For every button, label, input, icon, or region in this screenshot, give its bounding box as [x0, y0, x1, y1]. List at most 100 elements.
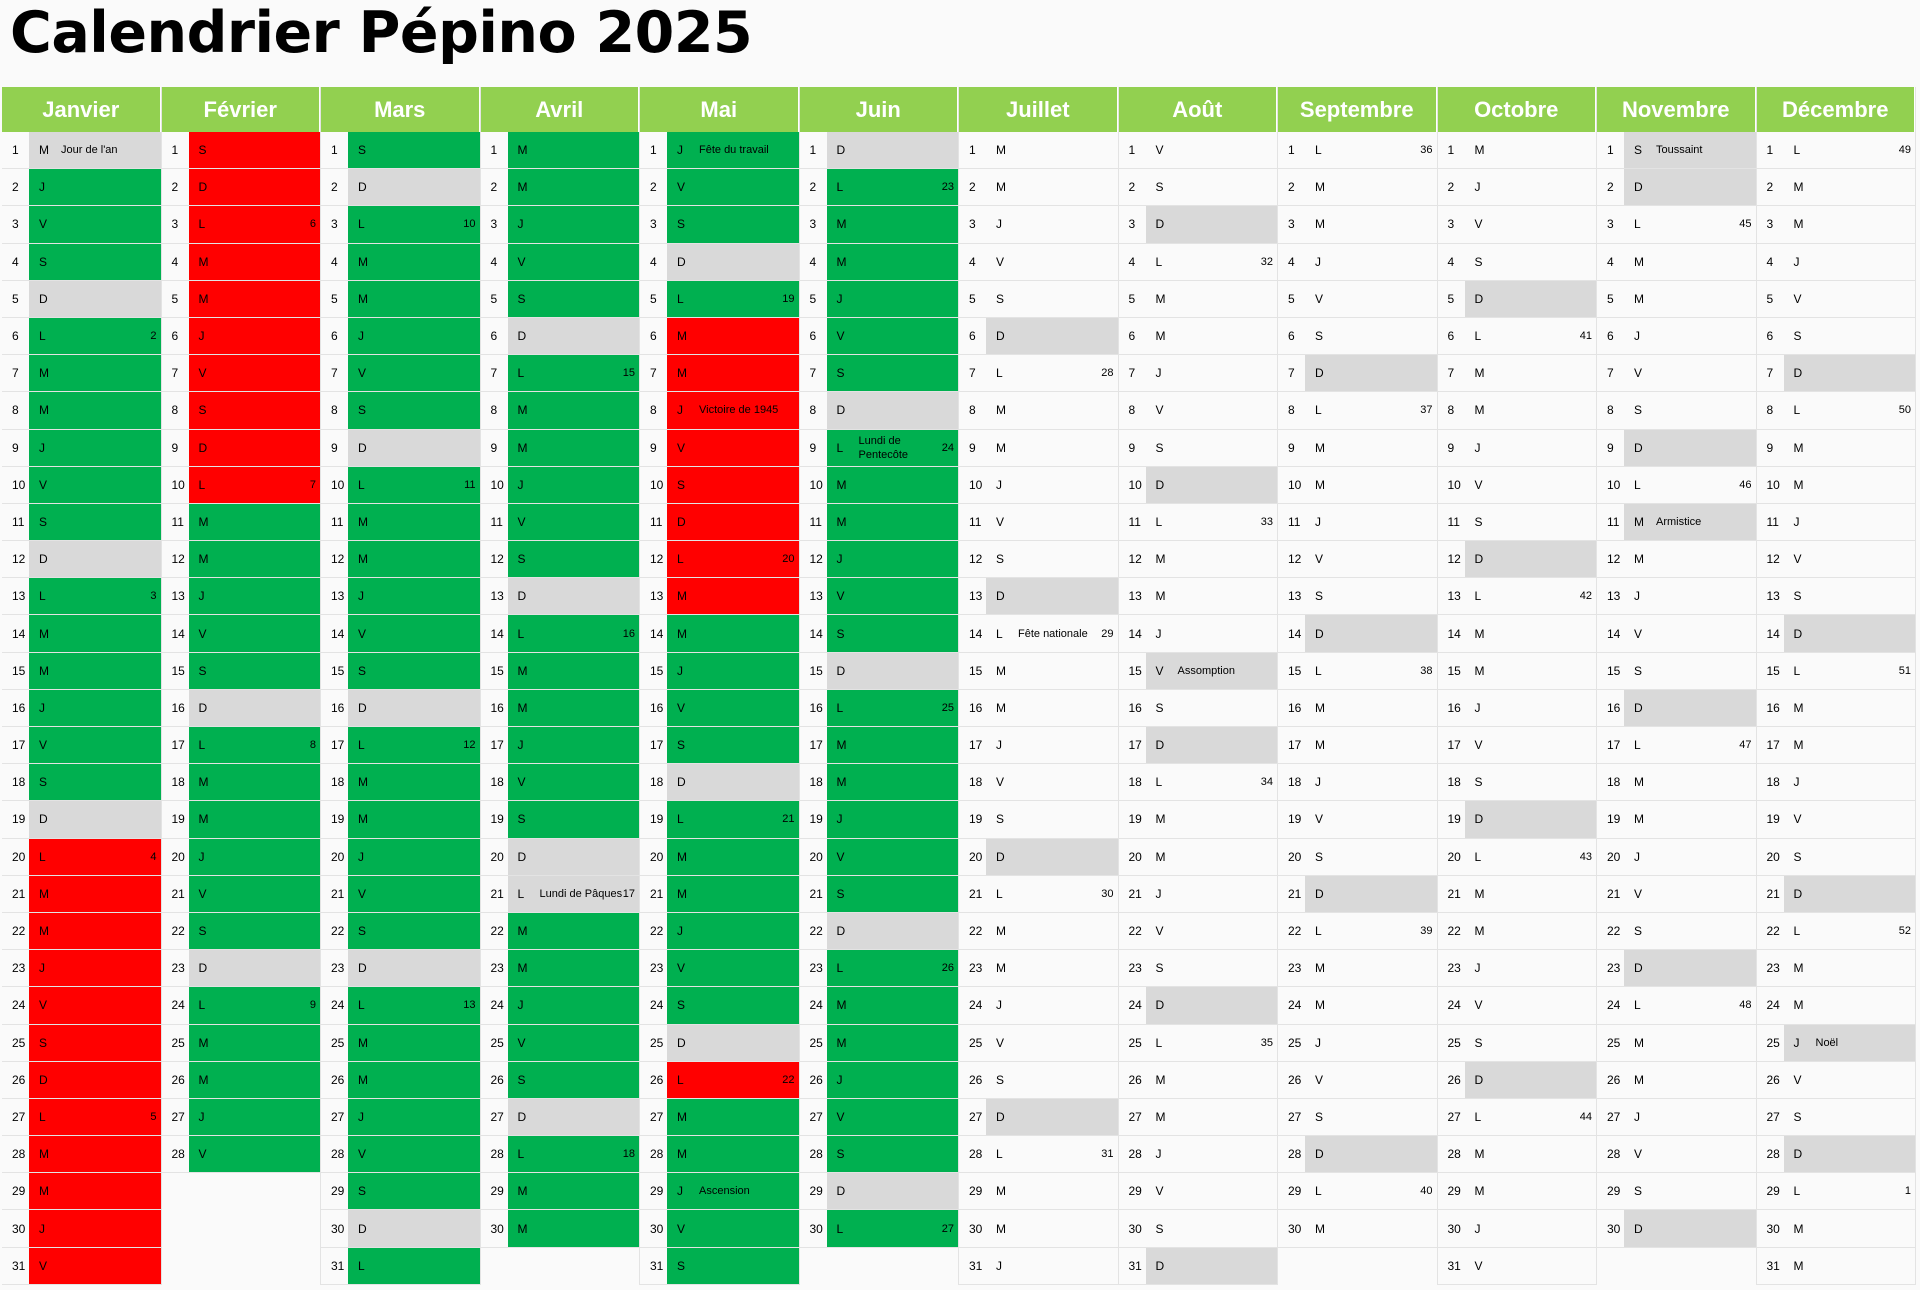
day-row[interactable]: 25 V	[959, 1024, 1118, 1062]
day-row[interactable]: 28 S	[799, 1136, 958, 1174]
day-row[interactable]: 18 J	[1278, 764, 1437, 802]
day-row[interactable]: 9 L Lundi de Pentecôte 24	[799, 429, 958, 467]
day-row[interactable]: 23 M	[959, 950, 1118, 988]
day-row[interactable]: 22 M	[959, 912, 1118, 951]
day-row[interactable]: 16 J	[2, 689, 161, 727]
day-row[interactable]: 1 L 49	[1756, 132, 1915, 170]
day-row[interactable]: 11 S	[2, 503, 161, 542]
day-row[interactable]: 18 M	[1597, 764, 1756, 802]
day-row[interactable]: 31 D	[1118, 1247, 1277, 1285]
day-row[interactable]: 17 M	[1278, 727, 1437, 765]
day-row[interactable]: 21 V	[1597, 875, 1756, 913]
day-row[interactable]: 18 V	[480, 764, 639, 802]
day-row[interactable]: 24 J	[959, 987, 1118, 1025]
day-row[interactable]: 20 J	[321, 838, 480, 876]
day-row[interactable]: 29 L 40	[1278, 1173, 1437, 1211]
day-row[interactable]: 11 L 33	[1118, 503, 1277, 542]
day-row[interactable]: 14 V	[161, 615, 320, 653]
day-row[interactable]: 30 S	[1118, 1210, 1277, 1248]
day-row[interactable]: 15 M	[480, 652, 639, 690]
day-row[interactable]: 10 M	[1278, 466, 1437, 504]
day-row[interactable]: 16 D	[1597, 689, 1756, 727]
day-row[interactable]: 28 L 31	[959, 1136, 1118, 1174]
day-row[interactable]: 11 M Armistice	[1597, 503, 1756, 542]
day-row[interactable]: 14 S	[799, 615, 958, 653]
day-row[interactable]: 28 D	[1278, 1136, 1437, 1174]
day-row[interactable]: 12 J	[799, 541, 958, 579]
day-row[interactable]: 18 J	[1756, 764, 1915, 802]
day-row[interactable]: 22 S	[161, 912, 320, 951]
day-row[interactable]: 14 M	[640, 615, 799, 653]
day-row[interactable]: 21 L 30	[959, 875, 1118, 913]
day-row[interactable]: 19 D	[1437, 801, 1596, 839]
day-row[interactable]: 15 J	[640, 652, 799, 690]
day-row[interactable]: 12 M	[161, 541, 320, 579]
day-row[interactable]: 31 V	[2, 1247, 161, 1285]
day-row[interactable]: 10 J	[959, 466, 1118, 504]
day-row[interactable]: 27 J	[321, 1098, 480, 1137]
day-row[interactable]: 29 M	[959, 1173, 1118, 1211]
day-row[interactable]: 12 L 20	[640, 541, 799, 579]
day-row[interactable]: 24 M	[1278, 987, 1437, 1025]
day-row[interactable]: 28 M	[2, 1136, 161, 1174]
day-row[interactable]: 28 J	[1118, 1136, 1277, 1174]
day-row[interactable]: 20 S	[1278, 838, 1437, 876]
day-row[interactable]: 14 D	[1756, 615, 1915, 653]
day-row[interactable]: 22 M	[1437, 912, 1596, 951]
day-row[interactable]: 12 D	[2, 541, 161, 579]
day-row[interactable]: 30 J	[2, 1210, 161, 1248]
day-row[interactable]: 23 D	[1597, 950, 1756, 988]
day-row[interactable]: 14 M	[1437, 615, 1596, 653]
day-row[interactable]: 30 M	[480, 1210, 639, 1248]
day-row[interactable]: 28 D	[1756, 1136, 1915, 1174]
day-row[interactable]: 24 M	[1756, 987, 1915, 1025]
day-row[interactable]: 7 L 15	[480, 355, 639, 393]
day-row[interactable]: 17 J	[959, 727, 1118, 765]
day-row[interactable]: 26 J	[799, 1061, 958, 1099]
day-row[interactable]: 26 V	[1756, 1061, 1915, 1099]
day-row[interactable]: 15 V Assomption	[1118, 652, 1277, 690]
day-row[interactable]: 22 M	[2, 912, 161, 951]
day-row[interactable]: 23 V	[640, 950, 799, 988]
day-row[interactable]: 22 J	[640, 912, 799, 951]
day-row[interactable]: 19 V	[1278, 801, 1437, 839]
day-row[interactable]: 10 L 7	[161, 466, 320, 504]
day-row[interactable]: 28 M	[640, 1136, 799, 1174]
day-row[interactable]: 27 M	[640, 1098, 799, 1137]
day-row[interactable]: 22 L 52	[1756, 912, 1915, 951]
day-row[interactable]: 11 S	[1437, 503, 1596, 542]
day-row[interactable]: 10 V	[2, 466, 161, 504]
day-row[interactable]: 20 J	[161, 838, 320, 876]
day-row[interactable]: 13 V	[799, 578, 958, 616]
day-row[interactable]: 13 J	[1597, 578, 1756, 616]
day-row[interactable]: 22 L 39	[1278, 912, 1437, 951]
day-row[interactable]: 27 L 5	[2, 1098, 161, 1137]
day-row[interactable]: 27 V	[799, 1098, 958, 1137]
day-row[interactable]: 12 M	[1597, 541, 1756, 579]
day-row[interactable]: 25 S	[1437, 1024, 1596, 1062]
